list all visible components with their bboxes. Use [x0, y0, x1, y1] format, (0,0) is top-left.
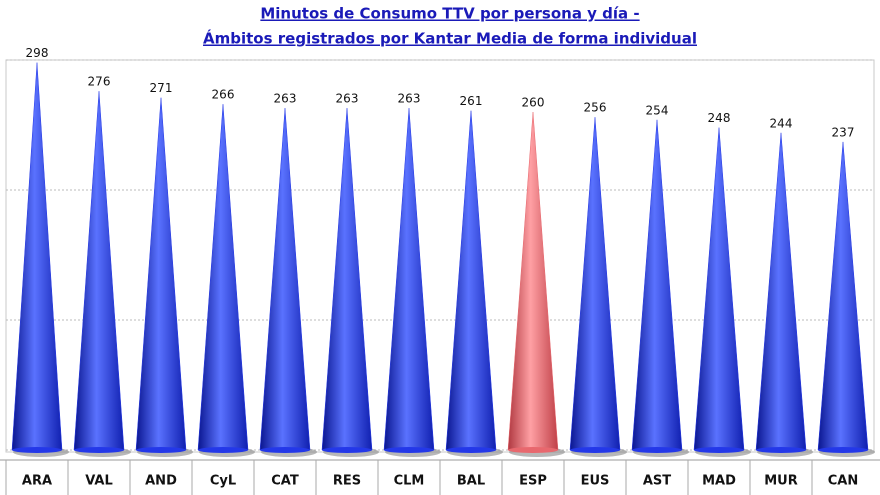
x-tick-label: ARA — [22, 474, 52, 489]
cone-base — [12, 447, 62, 453]
x-tick-label: CyL — [210, 474, 236, 489]
x-tick-label: CAN — [828, 474, 858, 489]
value-label: 256 — [584, 101, 607, 115]
cone-base — [136, 447, 186, 453]
x-tick-label: RES — [333, 474, 361, 489]
value-label: 237 — [832, 125, 855, 139]
value-label: 298 — [26, 46, 49, 60]
cone-base — [508, 447, 558, 453]
value-label: 276 — [88, 75, 111, 89]
cone-base — [570, 447, 620, 453]
x-tick-label: EUS — [581, 474, 610, 489]
value-label: 261 — [460, 94, 483, 108]
chart-subtitle: Ámbitos registrados por Kantar Media de … — [203, 29, 697, 48]
value-label: 263 — [398, 92, 421, 106]
value-label: 263 — [274, 92, 297, 106]
cone-base — [260, 447, 310, 453]
cone-base — [756, 447, 806, 453]
plot-area — [5, 59, 875, 453]
cone-base — [384, 447, 434, 453]
x-tick-label: CLM — [394, 474, 425, 489]
cone-base — [74, 447, 124, 453]
cone-base — [322, 447, 372, 453]
cone-base — [818, 447, 868, 453]
value-label: 260 — [522, 96, 545, 110]
cone-base — [198, 447, 248, 453]
value-label: 263 — [336, 92, 359, 106]
x-tick-label: MAD — [702, 474, 736, 489]
cone-base — [446, 447, 496, 453]
value-label: 254 — [646, 103, 669, 117]
x-tick-label: MUR — [764, 474, 798, 489]
x-tick-label: VAL — [85, 474, 113, 489]
value-label: 266 — [212, 88, 235, 102]
x-tick-label: CAT — [271, 474, 299, 489]
cone-base — [694, 447, 744, 453]
value-label: 271 — [150, 81, 173, 95]
value-label: 244 — [770, 116, 793, 130]
x-tick-label: BAL — [457, 474, 485, 489]
cone-base — [632, 447, 682, 453]
x-tick-label: ESP — [519, 474, 547, 489]
x-tick-label: AST — [643, 474, 671, 489]
chart-title: Minutos de Consumo TTV por persona y día… — [260, 5, 639, 23]
x-tick-label: AND — [145, 474, 177, 489]
value-label: 248 — [708, 111, 731, 125]
